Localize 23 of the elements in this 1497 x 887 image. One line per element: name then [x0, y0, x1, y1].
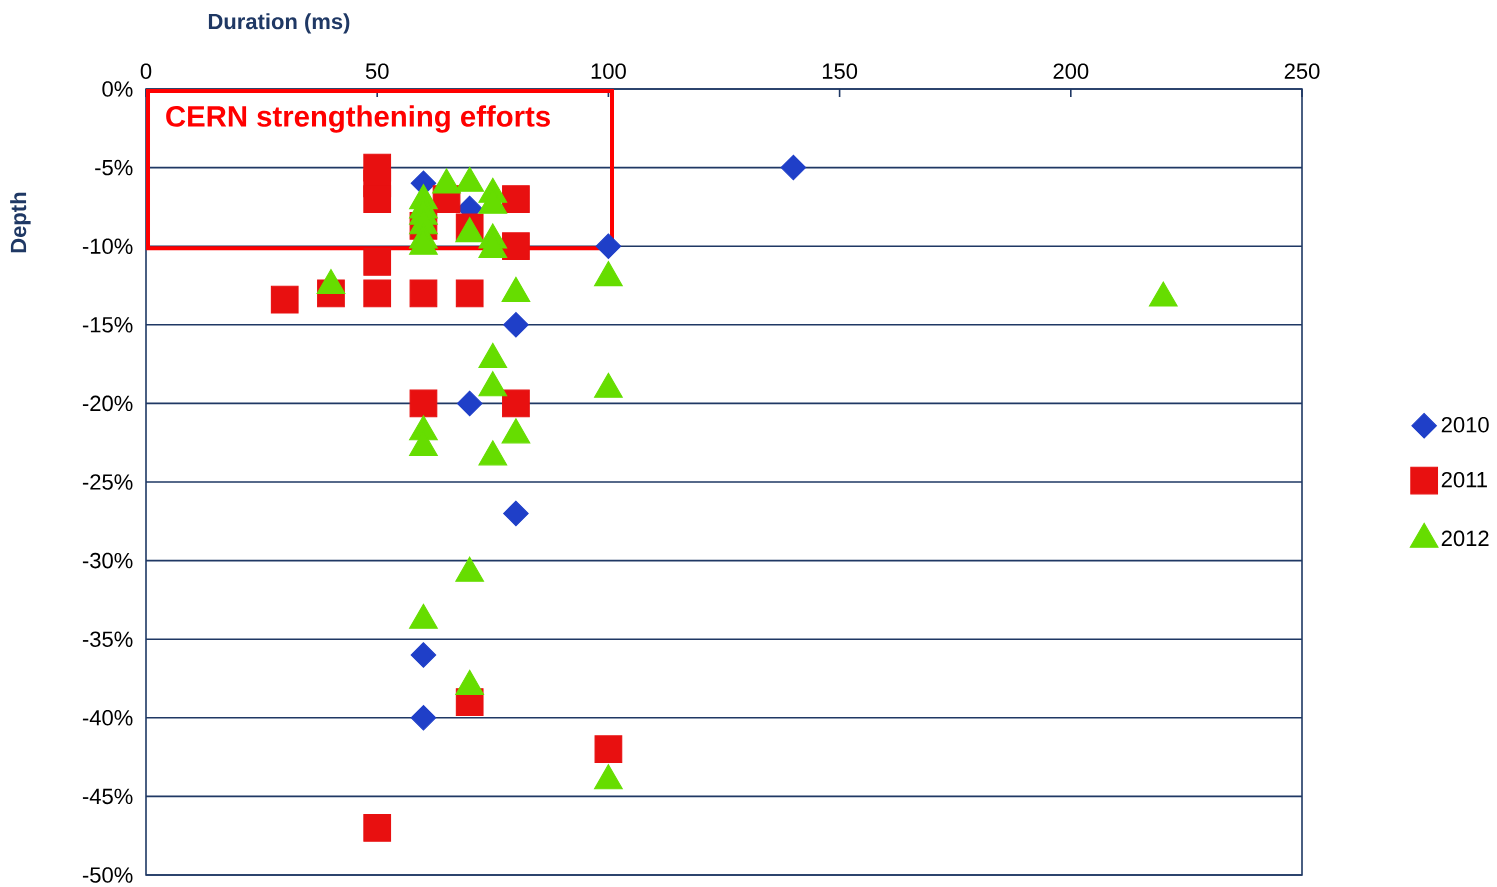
- y-tick-label: -45%: [82, 788, 133, 805]
- y-tick-label: -25%: [82, 474, 133, 490]
- legend-label: 2012: [1441, 530, 1489, 547]
- y-tick-label: -50%: [82, 867, 133, 883]
- y-tick-label: 0%: [102, 81, 133, 97]
- y-tick-label: -20%: [82, 395, 133, 412]
- x-tick-label: 0: [140, 63, 152, 79]
- legend-label: 2010: [1441, 416, 1489, 433]
- y-tick-label: -15%: [82, 317, 133, 333]
- y-tick-label: -5%: [95, 159, 133, 176]
- y-axis-title: Depth: [10, 192, 31, 253]
- y-tick-label: -35%: [82, 631, 133, 647]
- annotation: CERN strengthening efforts: [166, 105, 550, 133]
- x-axis-title: Duration (ms): [208, 13, 350, 34]
- x-tick-label: 250: [1284, 63, 1320, 79]
- y-tick-label: -10%: [82, 238, 133, 254]
- x-tick-label: 100: [591, 63, 626, 79]
- y-tick-label: -40%: [82, 710, 133, 726]
- legend-label: 2011: [1441, 471, 1487, 488]
- x-tick-label: 50: [365, 63, 389, 79]
- x-tick-label: 150: [822, 63, 858, 79]
- y-tick-label: -30%: [82, 552, 133, 569]
- x-tick-label: 200: [1053, 63, 1089, 79]
